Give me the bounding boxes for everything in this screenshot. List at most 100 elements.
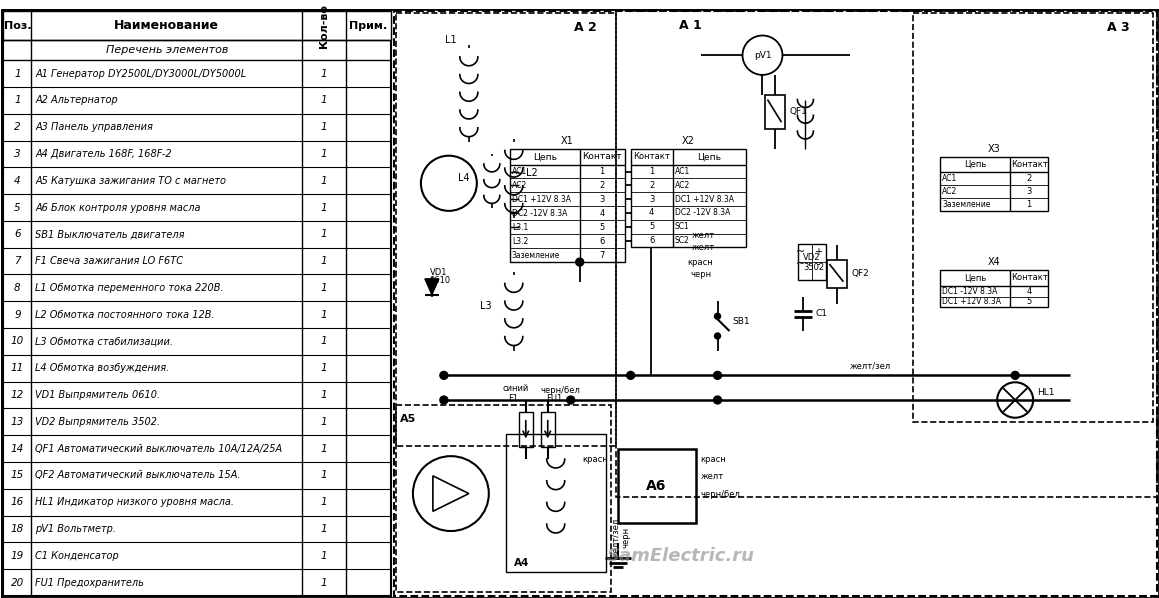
Text: X2: X2 bbox=[681, 136, 694, 146]
Bar bbox=[615, 11, 1157, 496]
Text: QF2: QF2 bbox=[852, 270, 869, 279]
Text: L2: L2 bbox=[526, 169, 538, 178]
Text: DC1 -12V 8.3A: DC1 -12V 8.3A bbox=[942, 286, 998, 295]
Text: 6: 6 bbox=[14, 229, 21, 239]
Text: 16: 16 bbox=[10, 498, 24, 507]
Text: 5: 5 bbox=[14, 203, 21, 212]
Text: 1: 1 bbox=[321, 283, 327, 293]
Text: А4 Двигатель 168F, 168F-2: А4 Двигатель 168F, 168F-2 bbox=[36, 149, 172, 159]
Text: A 2: A 2 bbox=[575, 21, 597, 34]
Bar bbox=[799, 245, 826, 280]
Text: 1: 1 bbox=[321, 203, 327, 212]
Text: VD2 Выпрямитель 3502.: VD2 Выпрямитель 3502. bbox=[36, 417, 160, 427]
Text: L4 Обмотка возбуждения.: L4 Обмотка возбуждения. bbox=[36, 363, 169, 373]
Text: АС2: АС2 bbox=[512, 181, 527, 190]
Text: Заземление: Заземление bbox=[512, 251, 560, 260]
Text: QF1 Автоматический выключатель 10А/12А/25А: QF1 Автоматический выключатель 10А/12А/2… bbox=[36, 444, 283, 454]
Text: 8: 8 bbox=[14, 283, 21, 293]
Text: 2: 2 bbox=[599, 181, 605, 190]
Text: 11: 11 bbox=[10, 363, 24, 373]
Text: A 1: A 1 bbox=[679, 19, 702, 32]
Text: АС1: АС1 bbox=[942, 175, 957, 184]
Text: черн/бел: черн/бел bbox=[700, 490, 741, 499]
Text: L1 Обмотка переменного тока 220В.: L1 Обмотка переменного тока 220В. bbox=[36, 283, 224, 293]
Text: 1: 1 bbox=[1027, 200, 1032, 209]
Text: 1: 1 bbox=[321, 471, 327, 480]
Text: 1: 1 bbox=[649, 167, 654, 176]
Text: 1: 1 bbox=[321, 417, 327, 427]
Text: FU1 Предохранитель: FU1 Предохранитель bbox=[36, 578, 144, 588]
Text: Прим.: Прим. bbox=[349, 21, 387, 30]
Bar bbox=[828, 260, 847, 288]
Text: Цепь: Цепь bbox=[964, 273, 986, 282]
Text: X1: X1 bbox=[561, 136, 574, 146]
Text: 1: 1 bbox=[321, 578, 327, 588]
Text: F1 Свеча зажигания LO F6TC: F1 Свеча зажигания LO F6TC bbox=[36, 256, 183, 266]
Text: C1: C1 bbox=[816, 309, 828, 318]
Text: SB1: SB1 bbox=[732, 317, 750, 326]
Text: 3: 3 bbox=[599, 195, 605, 204]
Text: желт: желт bbox=[700, 472, 724, 481]
Bar bbox=[765, 94, 786, 129]
Text: 1: 1 bbox=[321, 337, 327, 346]
Text: 3: 3 bbox=[1027, 187, 1032, 196]
Text: АС2: АС2 bbox=[942, 187, 957, 196]
Text: L3 Обмотка стабилизации.: L3 Обмотка стабилизации. bbox=[36, 337, 174, 346]
Text: 1: 1 bbox=[321, 551, 327, 561]
Text: A5: A5 bbox=[400, 414, 416, 424]
Text: 12: 12 bbox=[10, 390, 24, 400]
Text: F1: F1 bbox=[508, 393, 518, 402]
Text: Контакт: Контакт bbox=[1011, 273, 1048, 282]
Bar bbox=[3, 11, 391, 596]
Text: L2 Обмотка постоянного тока 12В.: L2 Обмотка постоянного тока 12В. bbox=[36, 310, 216, 320]
Text: желт/зел: желт/зел bbox=[850, 361, 891, 370]
Text: 20: 20 bbox=[10, 578, 24, 588]
Bar bbox=[541, 412, 555, 447]
Text: Перечень элементов: Перечень элементов bbox=[105, 45, 228, 55]
Circle shape bbox=[567, 396, 575, 404]
Text: DC1 +12V 8.3A: DC1 +12V 8.3A bbox=[675, 194, 734, 203]
Text: 1: 1 bbox=[321, 256, 327, 266]
Text: L3: L3 bbox=[480, 301, 491, 312]
Text: pV1 Вольтметр.: pV1 Вольтметр. bbox=[36, 524, 116, 534]
Text: 10: 10 bbox=[10, 337, 24, 346]
Text: красн: красн bbox=[582, 454, 607, 463]
Text: 1: 1 bbox=[321, 176, 327, 186]
Text: 15: 15 bbox=[10, 471, 24, 480]
Text: А5 Катушка зажигания ТО с магнето: А5 Катушка зажигания ТО с магнето bbox=[36, 176, 226, 186]
Text: 2: 2 bbox=[14, 122, 21, 132]
Text: 1: 1 bbox=[321, 390, 327, 400]
Polygon shape bbox=[425, 279, 439, 295]
Text: -: - bbox=[817, 259, 821, 269]
Bar bbox=[394, 11, 1157, 596]
Text: АС1: АС1 bbox=[512, 167, 527, 176]
Text: DC2 -12V 8.3A: DC2 -12V 8.3A bbox=[512, 209, 567, 218]
Text: 4: 4 bbox=[14, 176, 21, 186]
Circle shape bbox=[627, 371, 635, 379]
Text: Цепь: Цепь bbox=[964, 160, 986, 169]
Text: А6 Блок контроля уровня масла: А6 Блок контроля уровня масла bbox=[36, 203, 201, 212]
Text: Кол-во: Кол-во bbox=[319, 4, 329, 48]
Bar bbox=[3, 11, 391, 41]
Circle shape bbox=[440, 396, 447, 404]
Text: 2: 2 bbox=[649, 181, 654, 190]
Circle shape bbox=[440, 371, 447, 379]
Text: желт/зел: желт/зел bbox=[611, 517, 620, 559]
Text: 1: 1 bbox=[321, 69, 327, 78]
Text: SC1: SC1 bbox=[675, 222, 690, 231]
Text: VD2: VD2 bbox=[803, 253, 821, 262]
Text: DC2 -12V 8.3A: DC2 -12V 8.3A bbox=[675, 208, 730, 217]
Text: Поз.: Поз. bbox=[3, 21, 31, 30]
Text: красн: красн bbox=[700, 454, 727, 463]
Text: 4: 4 bbox=[649, 208, 654, 217]
Bar bbox=[519, 412, 533, 447]
Text: Цепь: Цепь bbox=[533, 152, 556, 161]
Text: 1: 1 bbox=[599, 167, 605, 176]
Text: 3: 3 bbox=[14, 149, 21, 159]
Text: QF2 Автоматический выключатель 15А.: QF2 Автоматический выключатель 15А. bbox=[36, 471, 241, 480]
Text: черн: черн bbox=[621, 527, 630, 548]
Text: QF1: QF1 bbox=[789, 107, 808, 116]
Text: SB1 Выключатель двигателя: SB1 Выключатель двигателя bbox=[36, 229, 185, 239]
Text: DC1 +12V 8.3A: DC1 +12V 8.3A bbox=[512, 195, 570, 204]
Text: X4: X4 bbox=[987, 257, 1000, 267]
